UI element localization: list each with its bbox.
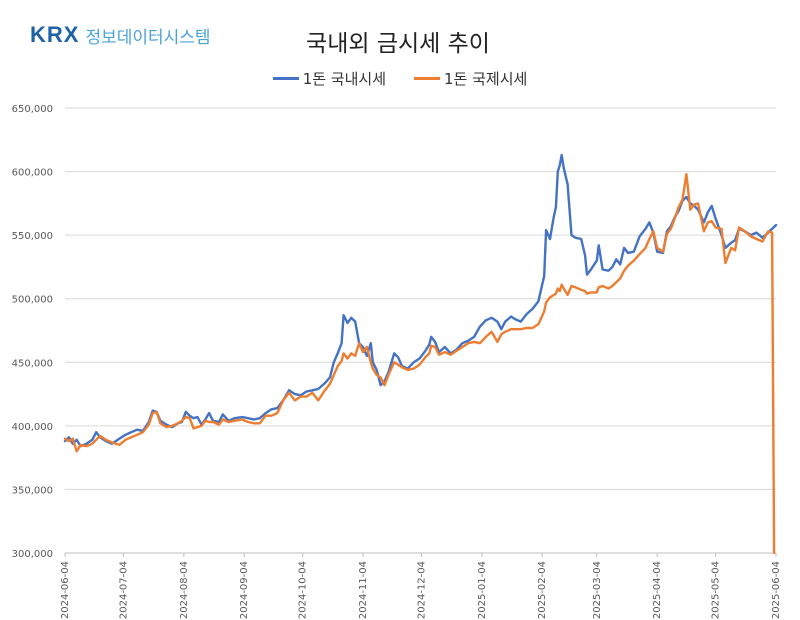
y-tick-label: 650,000 <box>12 104 53 115</box>
series-line-international <box>63 172 776 555</box>
series-line-domestic <box>63 153 778 448</box>
x-tick-label: 2024-08-04 <box>179 561 190 619</box>
x-tick-label: 2025-03-04 <box>592 561 603 619</box>
krx-logo-text: 정보데이터시스템 <box>85 27 211 48</box>
y-tick-label: 550,000 <box>12 231 53 242</box>
legend-item-domestic: 1돈 국내시세 <box>272 68 386 89</box>
chart-legend: 1돈 국내시세 1돈 국제시세 <box>0 68 800 89</box>
x-tick-label: 2024-12-04 <box>416 561 427 619</box>
y-tick-label: 450,000 <box>12 358 53 369</box>
legend-item-international: 1돈 국제시세 <box>414 68 527 89</box>
x-tick-label: 2024-11-04 <box>358 561 369 619</box>
x-tick-label: 2025-02-04 <box>537 561 548 619</box>
chart-title-text: 국내외 금시세 추이 <box>306 31 490 57</box>
x-tick-label: 2024-07-04 <box>118 561 129 619</box>
legend-swatch-domestic <box>272 77 299 80</box>
krx-logo: KRX 정보데이터시스템 <box>30 22 211 48</box>
x-tick-label: 2025-01-04 <box>477 561 488 619</box>
x-tick-label: 2024-06-04 <box>60 561 71 619</box>
legend-label-international: 1돈 국제시세 <box>444 70 528 88</box>
x-tick-label: 2025-05-04 <box>711 561 722 619</box>
y-tick-label: 500,000 <box>12 295 53 306</box>
y-tick-label: 400,000 <box>12 422 53 433</box>
y-tick-label: 600,000 <box>12 168 53 179</box>
legend-swatch-international <box>414 77 440 80</box>
x-tick-label: 2025-06-04 <box>771 561 782 619</box>
chart-title: 국내외 금시세 추이 <box>0 24 800 58</box>
x-tick-label: 2024-09-04 <box>239 561 250 619</box>
legend-label-domestic: 1돈 국내시세 <box>302 70 386 88</box>
y-tick-label: 300,000 <box>12 549 53 560</box>
y-tick-label: 350,000 <box>12 485 53 496</box>
x-tick-label: 2025-04-04 <box>652 561 663 619</box>
x-tick-label: 2024-10-04 <box>298 561 309 619</box>
krx-logo-mark: KRX <box>30 22 80 47</box>
